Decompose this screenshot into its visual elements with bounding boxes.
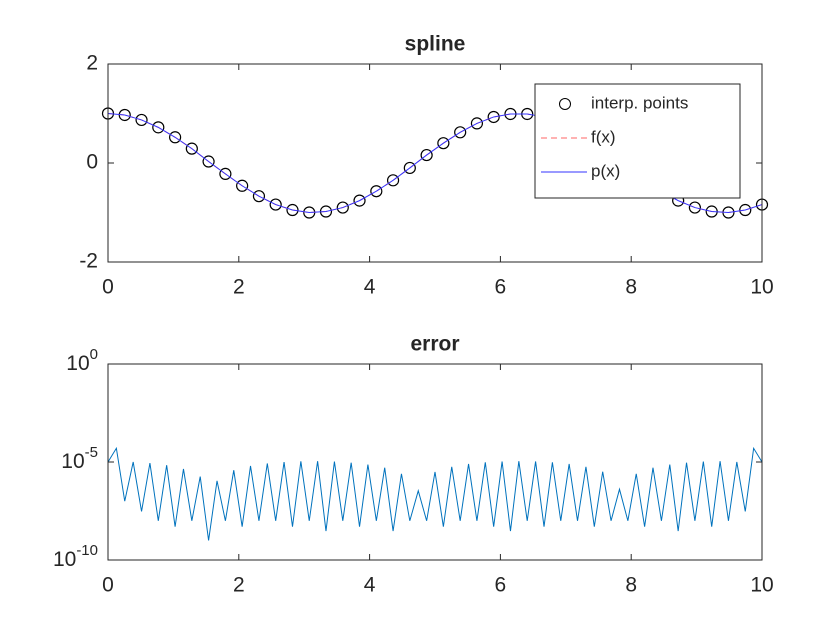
- data-point: [403, 161, 416, 175]
- axes-box: [107, 63, 763, 263]
- y-tick-label: 10-5: [61, 444, 98, 473]
- legend-box: [534, 83, 741, 199]
- y-tick-label: 10-10: [53, 542, 98, 571]
- x-tick-label: 10: [750, 574, 773, 597]
- data-point: [739, 203, 752, 217]
- data-point: [219, 167, 232, 180]
- tick-exponent: -5: [85, 444, 98, 461]
- tick-base: 10: [53, 548, 76, 571]
- x-tick-label: 6: [495, 276, 507, 299]
- data-point: [202, 155, 215, 168]
- data-line: [107, 446, 763, 541]
- x-tick-label: 8: [625, 574, 637, 597]
- x-tick-label: 0: [102, 574, 114, 597]
- x-tick-label: 8: [625, 276, 637, 299]
- data-point: [152, 121, 165, 134]
- x-tick-label: 6: [495, 574, 507, 597]
- data-point: [437, 137, 450, 150]
- x-tick-label: 4: [364, 574, 376, 597]
- y-tick-label: 0: [86, 151, 98, 174]
- x-tick-label: 0: [102, 276, 114, 299]
- y-tick-label: 100: [66, 346, 98, 375]
- data-point: [386, 174, 400, 187]
- data-point: [688, 201, 701, 214]
- axes-background: [108, 364, 762, 560]
- axes-box: [107, 363, 763, 561]
- data-point: [336, 201, 349, 214]
- chart-title: error: [410, 333, 459, 356]
- data-point: [454, 126, 467, 139]
- x-tick-label: 10: [750, 276, 773, 299]
- legend-label: p(x): [591, 161, 620, 180]
- data-point: [286, 203, 299, 217]
- y-tick-label: -2: [79, 250, 98, 273]
- x-tick-label: 2: [233, 574, 245, 597]
- data-point: [487, 110, 500, 124]
- data-point: [169, 131, 182, 144]
- tick-base: 10: [66, 352, 89, 375]
- data-point: [470, 117, 484, 130]
- data-point: [269, 198, 282, 211]
- legend-label: interp. points: [591, 93, 688, 112]
- tick-exponent: -10: [76, 542, 98, 559]
- tick-base: 10: [61, 450, 84, 473]
- data-point: [252, 190, 266, 203]
- x-tick-label: 2: [233, 276, 245, 299]
- x-tick-label: 4: [364, 276, 376, 299]
- chart-title: spline: [405, 33, 466, 56]
- data-point: [185, 142, 198, 155]
- data-point: [135, 113, 148, 127]
- data-point: [236, 179, 249, 192]
- data-point: [353, 194, 366, 207]
- y-tick-label: 2: [86, 52, 98, 75]
- legend-marker: [559, 98, 571, 110]
- data-point: [420, 148, 433, 162]
- legend-label: f(x): [591, 127, 616, 146]
- data-point: [370, 185, 383, 198]
- tick-exponent: 0: [90, 346, 98, 363]
